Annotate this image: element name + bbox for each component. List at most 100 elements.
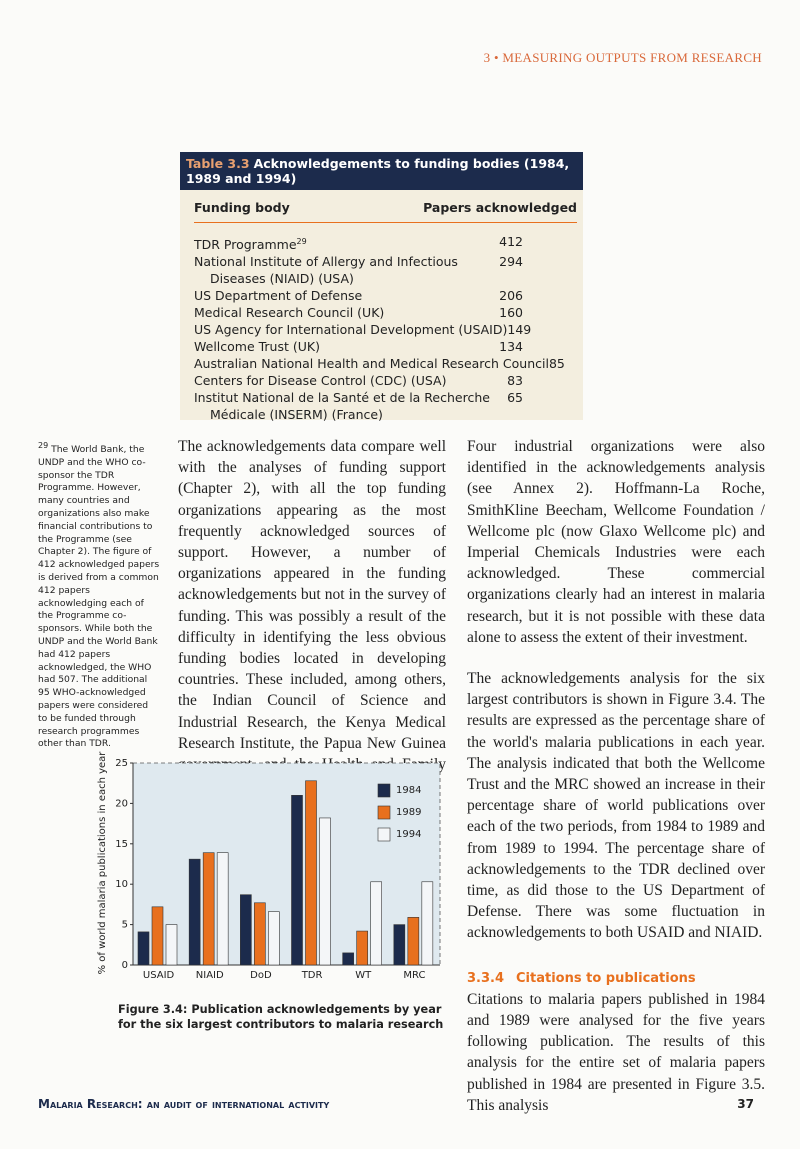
bar [407, 917, 420, 966]
funding-body: Wellcome Trust (UK) [194, 338, 473, 355]
column-header: Papers acknowledged [423, 200, 577, 215]
legend-swatch [377, 783, 391, 798]
column: The acknowledgements data compare well w… [178, 436, 446, 816]
bar [254, 902, 266, 966]
bar [240, 894, 252, 966]
x-tick-label: NIAID [196, 970, 224, 981]
paragraph: The acknowledgements analysis for the si… [467, 670, 765, 942]
table-row: Wellcome Trust (UK) 134 [194, 338, 583, 355]
papers: 294 [499, 254, 523, 270]
table-title: Acknowledgements to funding bodies (1984… [186, 156, 570, 186]
funding-body: Medical Research Council (UK) [194, 304, 473, 321]
y-tick-label: 5 [122, 920, 128, 931]
figure-caption: Figure 3.4: Publication acknowledgements… [118, 1003, 444, 1031]
table-row: Medical Research Council (UK) 160 [194, 304, 583, 321]
table-header: Funding body Papers acknowledged [194, 200, 577, 223]
chart: % of world malaria publications in each … [97, 751, 441, 981]
papers: 412 [499, 234, 523, 249]
y-tick-label: 15 [115, 839, 128, 850]
funding-body: US Department of Defense [194, 287, 473, 304]
funding-body-line: US Department of Defense [194, 288, 363, 304]
legend-label: 1994 [396, 829, 421, 840]
paragraph: The acknowledgements data compare well w… [178, 438, 446, 794]
bar [151, 906, 164, 966]
bar [305, 780, 317, 966]
bar [370, 881, 382, 966]
legend-label: 1984 [396, 785, 421, 796]
footnote: 29 The World Bank, the UNDP and the WHO … [38, 440, 160, 751]
x-tick-label: TDR [301, 970, 323, 981]
funding-body-line: National Institute of Allergy and Infect… [194, 254, 458, 270]
papers: 134 [499, 339, 523, 355]
section-title: Citations to publications [516, 970, 696, 986]
paragraph: Citations to malaria papers published in… [467, 990, 765, 1114]
y-tick-label: 10 [115, 879, 128, 890]
papers: 65 [507, 390, 523, 406]
y-axis-label: % of world malaria publications in each … [97, 751, 108, 975]
papers: 85 [548, 356, 565, 372]
bar [202, 852, 215, 966]
table-row: Australian National Health and Medical R… [194, 355, 583, 372]
funding-body: US Agency for International Development … [194, 321, 507, 338]
funding-body-line: Wellcome Trust (UK) [194, 339, 320, 355]
x-tick-label: DoD [250, 970, 272, 981]
bar [356, 930, 368, 966]
bar [188, 858, 201, 966]
footnote-number: 29 [38, 441, 49, 450]
funding-body-line: Centers for Disease Control (CDC) (USA) [194, 373, 447, 389]
funding-body-line: US Agency for International Development … [194, 322, 508, 338]
y-tick-label: 0 [122, 960, 128, 971]
x-tick-label: WT [355, 970, 372, 981]
papers: 206 [499, 288, 523, 304]
papers: 160 [499, 305, 523, 321]
legend-swatch [377, 805, 391, 820]
table-row: TDR Programme29 412 [194, 233, 583, 253]
funding-body-line: Australian National Health and Medical R… [194, 356, 549, 372]
legend-swatch [377, 827, 391, 842]
table: Table 3.3 Acknowledgements to funding bod… [180, 152, 583, 423]
bar [216, 852, 229, 966]
funding-body-line: Diseases (NIAID) (USA) [210, 271, 354, 287]
bar [393, 924, 406, 966]
funding-body-line: TDR Programme29 [194, 237, 307, 253]
bar [342, 952, 354, 966]
table-label: Table 3.3 [186, 156, 250, 171]
funding-body: National Institute of Allergy and Infect… [194, 253, 473, 287]
papers: 149 [507, 322, 532, 338]
table-title-bar: Table 3.3 Acknowledgements to funding bod… [180, 152, 583, 190]
column-header: Funding body [194, 200, 290, 215]
x-tick-label: USAID [143, 970, 175, 981]
paragraph: Four industrial organizations were also … [467, 438, 765, 646]
bar [268, 911, 280, 966]
y-tick-label: 25 [115, 758, 128, 769]
bar [137, 931, 150, 966]
bar [421, 881, 434, 966]
bar [319, 817, 331, 966]
footer-title: Malaria Research: an audit of internatio… [38, 1097, 330, 1111]
x-tick-label: MRC [403, 970, 425, 981]
funding-body-line: Medical Research Council (UK) [194, 305, 385, 321]
funding-body-line: Institut National de la Santé et de la R… [194, 390, 490, 406]
funding-body: Institut National de la Santé et de la R… [194, 389, 490, 423]
bar [291, 795, 303, 966]
funding-body: TDR Programme29 [194, 233, 473, 253]
table-body: TDR Programme29 412 National Institute of … [194, 233, 583, 423]
section-heading: 3.3.4 Citations to publications [467, 968, 765, 989]
funding-body-line: Médicale (INSERM) (France) [210, 407, 383, 423]
table-row: US Agency for International Development … [194, 321, 583, 338]
note-ref: 29 [296, 237, 307, 246]
funding-body: Centers for Disease Control (CDC) (USA) [194, 372, 473, 389]
papers: 83 [507, 373, 523, 389]
funding-body: Australian National Health and Medical R… [194, 355, 549, 372]
table-row: US Department of Defense 206 [194, 287, 583, 304]
y-tick-label: 20 [115, 798, 128, 809]
bar [165, 924, 178, 966]
table-row: National Institute of Allergy and Infect… [194, 253, 583, 287]
section-number: 3.3.4 [467, 970, 505, 986]
running-title: 3 • MEASURING OUTPUTS FROM RESEARCH [483, 50, 762, 65]
table-row: Centers for Disease Control (CDC) (USA) 8… [194, 372, 583, 389]
page-number: 37 [737, 1097, 754, 1111]
legend-label: 1989 [396, 807, 421, 818]
column: Four industrial organizations were also … [467, 436, 765, 1136]
